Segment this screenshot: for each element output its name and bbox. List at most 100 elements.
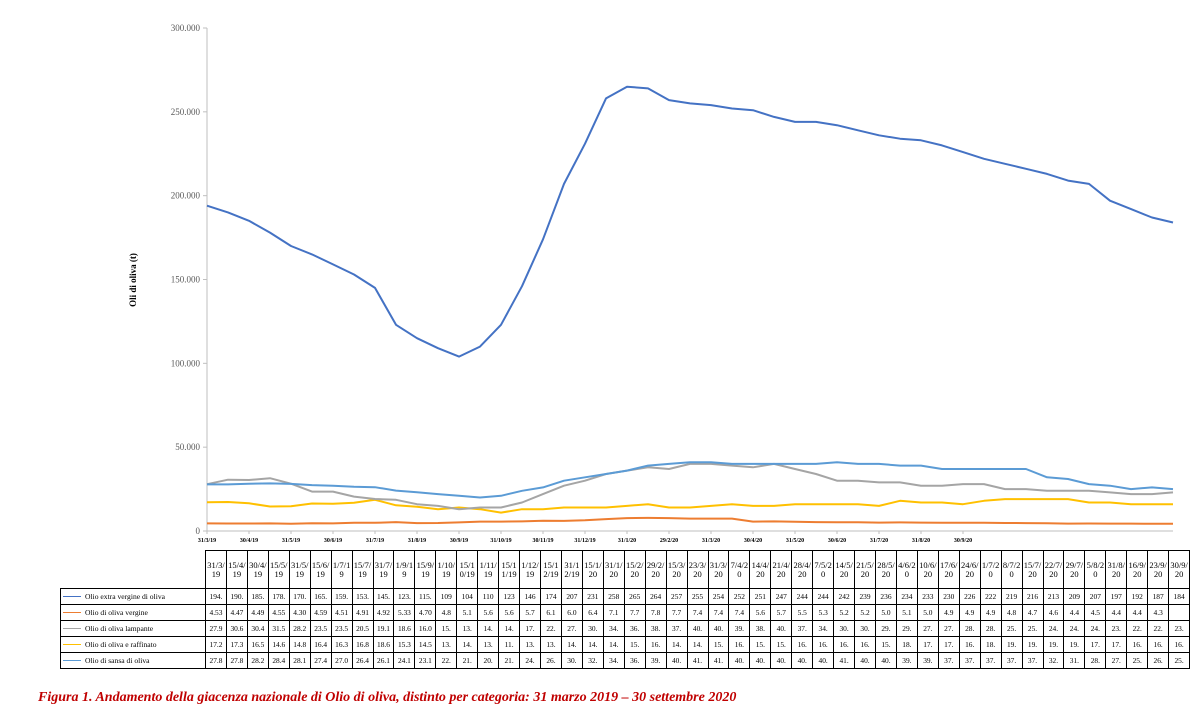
y-tick-label: 50.000 [175,442,200,452]
table-date-header: 23/9/20 [1147,550,1170,589]
table-cell: 257 [665,588,688,605]
table-date-header: 15/3/20 [665,550,688,589]
table-cell: 7.7 [623,604,646,621]
table-cell: 7.4 [728,604,751,621]
series-lines [206,85,1174,525]
table-cell: 115. [414,588,437,605]
legend-label: Olio extra vergine di oliva [85,591,165,601]
x-tick-label: 31/12/19 [574,538,595,544]
table-cell: 239 [854,588,876,605]
table-cell: 242 [833,588,856,605]
table-header-row: 31/3/19 15/4/19 30/4/19 15/5/19 31/5/19 15/6/… [60,550,1191,589]
y-tick-label: 250.000 [171,107,201,117]
table-cell: 13. [435,636,458,653]
data-table-wrapper: 31/3/19 15/4/19 30/4/19 15/5/19 31/5/19 15/6/… [60,550,1191,669]
legend-swatch [63,660,81,662]
table-cell: 14. [665,636,688,653]
y-tick-label: 0 [196,526,201,536]
table-cell: 40. [728,652,751,669]
table-cell: 14. [602,636,625,653]
table-cell: 19.1 [372,620,395,637]
table-cell: 30.6 [225,620,248,637]
table-cell: 5.6 [477,604,500,621]
legend-entry: Olio extra vergine di oliva [60,588,206,605]
x-tick-label: 31/3/20 [702,538,720,544]
table-date-header: 15/6/19 [309,550,332,589]
table-date-header: 15/7/19 [351,550,374,589]
table-cell: 20. [477,652,500,669]
x-tick-label: 31/5/20 [786,538,804,544]
table-cell: 28.2 [246,652,269,669]
table-cell: 110 [477,588,500,605]
table-cell: 40. [665,652,688,669]
table-cell: 27. [937,620,960,637]
table-cell: 37. [791,620,814,637]
legend-label: Olio di oliva e raffinato [85,639,157,649]
table-cell: 5.33 [393,604,416,621]
table-cell: 4.3 [1147,604,1170,621]
table-cell: 31.5 [267,620,290,637]
legend-label: Olio di oliva lampante [85,623,154,633]
table-cell: 39. [916,652,939,669]
table-cell: 207 [560,588,583,605]
data-table: 31/3/19 15/4/19 30/4/19 15/5/19 31/5/19 15/6/… [60,550,1191,669]
table-date-header: 31/8/20 [1105,550,1128,589]
table-cell: 14. [581,636,604,653]
table-cell: 37. [665,620,688,637]
table-cell: 187 [1147,588,1170,605]
table-cell: 24. [1084,620,1107,637]
table-cell: 27.4 [309,652,332,669]
table-cell: 7.1 [602,604,625,621]
table-cell: 40. [812,652,835,669]
table-cell: 28.2 [288,620,311,637]
table-date-header: 10/6/20 [916,550,939,589]
table-cell: 4.8 [1000,604,1023,621]
table-cell: 236 [875,588,897,605]
table-cell: 36. [623,652,646,669]
table-cell: 17. [1105,636,1128,653]
table-cell: 7.4 [707,604,730,621]
table-corner [60,550,206,589]
table-cell: 5.0 [875,604,897,621]
table-cell: 159. [330,588,353,605]
table-cell: 247 [770,588,793,605]
table-cell: 19. [1042,636,1065,653]
table-cell: 230 [937,588,960,605]
x-tick-label: 30/6/20 [828,538,846,544]
series-line-5 [207,461,1174,499]
table-cell: 4.55 [267,604,290,621]
table-cell: 39. [728,620,751,637]
table-cell: 29. [895,620,918,637]
table-cell: 4.49 [246,604,269,621]
table-date-header: 15/1/20 [581,550,604,589]
table-cell: 41. [707,652,730,669]
table-cell: 22. [1126,620,1149,637]
table-cell: 30. [854,620,876,637]
table-cell: 16. [854,636,876,653]
table-cell: 37. [979,652,1002,669]
table-cell: 264 [644,588,667,605]
table-cell: 21. [498,652,521,669]
table-cell: 40. [686,620,709,637]
table-cell: 18. [979,636,1002,653]
table-cell: 16. [644,636,667,653]
x-tick-label: 31/7/20 [870,538,888,544]
table-cell: 226 [958,588,981,605]
table-cell: 15. [770,636,793,653]
table-cell: 13. [477,636,500,653]
table-cell: 4.4 [1063,604,1086,621]
legend-entry: Olio di sansa di oliva [60,652,206,669]
table-cell: 37. [1000,652,1023,669]
table-cell: 5.7 [519,604,541,621]
table-cell: 30. [581,620,604,637]
table-row: Olio di sansa di oliva 27.8 27.8 28.2 28.4 28… [60,652,1191,669]
table-cell: 37. [1021,652,1044,669]
table-cell: 16.3 [330,636,353,653]
table-cell: 24. [1063,620,1086,637]
table-cell: 41. [686,652,709,669]
table-cell: 16.4 [309,636,332,653]
figure-caption: Figura 1. Andamento della giacenza nazio… [38,690,737,705]
table-date-header: 31/3/20 [707,550,730,589]
table-cell: 26. [1147,652,1170,669]
table-cell: 17.2 [205,636,227,653]
